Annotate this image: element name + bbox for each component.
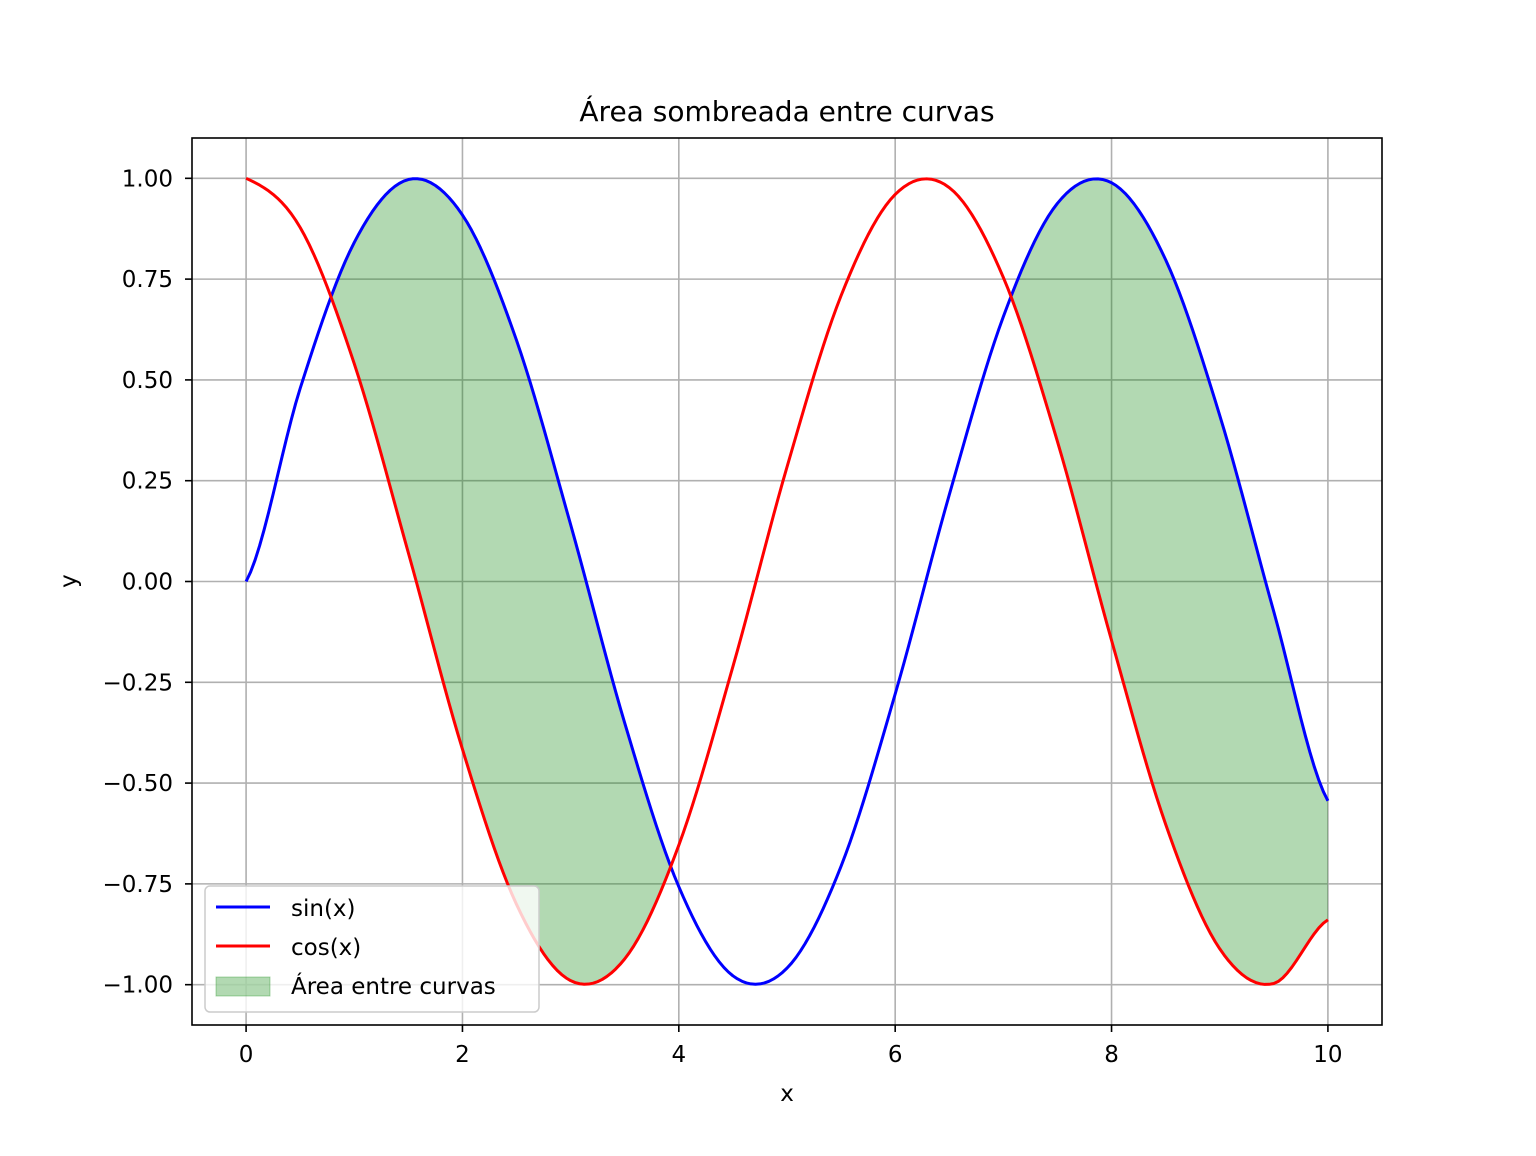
legend-label-sin: sin(x): [291, 896, 356, 922]
x-tick-label: 6: [888, 1042, 903, 1068]
x-axis-ticks: 0 2 4 6 8 10: [239, 1025, 1343, 1068]
y-tick-label: −1.00: [103, 973, 173, 999]
y-tick-label: −0.75: [103, 872, 173, 898]
y-tick-label: 0.25: [122, 469, 173, 495]
x-tick-label: 8: [1104, 1042, 1119, 1068]
x-tick-label: 4: [671, 1042, 686, 1068]
legend-label-fill: Área entre curvas: [291, 972, 496, 1000]
series-line-sin: [244, 177, 1330, 986]
y-tick-label: −0.25: [103, 670, 173, 696]
y-axis-ticks: 1.00 0.75 0.50 0.25 0.00 −0.25 −0.50 −0.75 −1.00: [103, 166, 192, 999]
legend-swatch-fill: [215, 976, 271, 997]
y-tick-label: 1.00: [122, 166, 173, 192]
legend: sin(x) cos(x) Área entre curvas: [204, 885, 540, 1013]
x-tick-label: 0: [239, 1042, 254, 1068]
legend-label-cos: cos(x): [291, 935, 361, 961]
x-tick-label: 2: [455, 1042, 470, 1068]
y-tick-label: 0.75: [122, 267, 173, 293]
chart-title: Área sombreada entre curvas: [579, 94, 994, 128]
fill-between-area: [331, 178, 670, 985]
y-axis-label: y: [56, 574, 82, 588]
legend-box: [204, 885, 540, 1013]
x-tick-label: 10: [1313, 1042, 1342, 1068]
fill-area-layer: [331, 178, 1328, 985]
series-line-cos: [245, 176, 1329, 986]
series-layer: [244, 176, 1330, 986]
y-tick-label: 0.50: [122, 368, 173, 394]
y-tick-label: −0.50: [103, 771, 173, 797]
x-axis-label: x: [780, 1081, 794, 1107]
fill-between-area: [1012, 178, 1328, 985]
y-tick-label: 0.00: [122, 570, 173, 596]
grid: [192, 138, 1382, 1025]
